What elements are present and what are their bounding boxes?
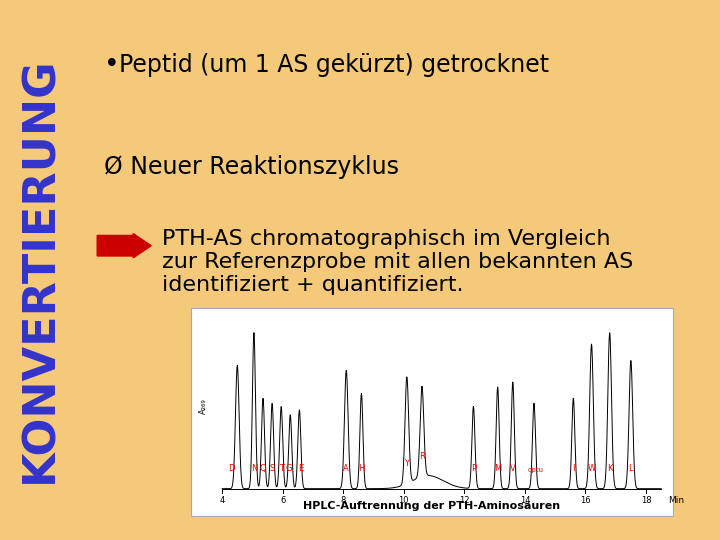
- Text: 6: 6: [280, 496, 285, 505]
- Text: Ø Neuer Reaktionszyklus: Ø Neuer Reaktionszyklus: [104, 156, 400, 179]
- Text: L: L: [629, 464, 633, 473]
- Text: P: P: [471, 464, 476, 472]
- Text: A: A: [343, 464, 349, 473]
- Text: •: •: [104, 52, 120, 78]
- Text: Peptid (um 1 AS gekürzt) getrocknet: Peptid (um 1 AS gekürzt) getrocknet: [119, 53, 549, 77]
- Text: 8: 8: [341, 496, 346, 505]
- Text: R: R: [419, 451, 425, 461]
- Text: Y: Y: [405, 459, 410, 468]
- Text: M: M: [494, 464, 501, 473]
- Text: PTH-AS chromatographisch im Vergleich: PTH-AS chromatographisch im Vergleich: [162, 228, 611, 249]
- Text: D: D: [228, 464, 235, 473]
- Text: V: V: [510, 464, 516, 473]
- FancyArrow shape: [97, 233, 151, 258]
- Text: W: W: [588, 464, 595, 473]
- Text: zur Referenzprobe mit allen bekannten AS: zur Referenzprobe mit allen bekannten AS: [162, 252, 634, 272]
- Text: 12: 12: [459, 496, 469, 505]
- Text: K: K: [607, 464, 613, 473]
- Text: 18: 18: [641, 496, 652, 505]
- Text: 4: 4: [220, 496, 225, 505]
- Text: Min: Min: [668, 496, 685, 505]
- Text: G: G: [286, 464, 292, 473]
- Text: H: H: [359, 464, 364, 473]
- Text: Q: Q: [260, 464, 266, 473]
- Text: 10: 10: [399, 496, 409, 505]
- FancyBboxPatch shape: [191, 308, 673, 516]
- Text: KONVERTIERUNG: KONVERTIERUNG: [18, 57, 61, 483]
- Text: E: E: [298, 464, 303, 473]
- Text: HPLC-Auftrennung der PTH-Aminosäuren: HPLC-Auftrennung der PTH-Aminosäuren: [303, 501, 561, 511]
- Text: S: S: [269, 464, 275, 473]
- Text: dptu: dptu: [528, 467, 544, 473]
- Text: I: I: [572, 464, 575, 473]
- Text: T: T: [279, 464, 284, 473]
- Text: N: N: [251, 464, 257, 473]
- Text: A₂₆₉: A₂₆₉: [199, 399, 208, 414]
- Text: identifiziert + quantifiziert.: identifiziert + quantifiziert.: [162, 275, 464, 295]
- Text: 16: 16: [580, 496, 591, 505]
- Text: 14: 14: [520, 496, 530, 505]
